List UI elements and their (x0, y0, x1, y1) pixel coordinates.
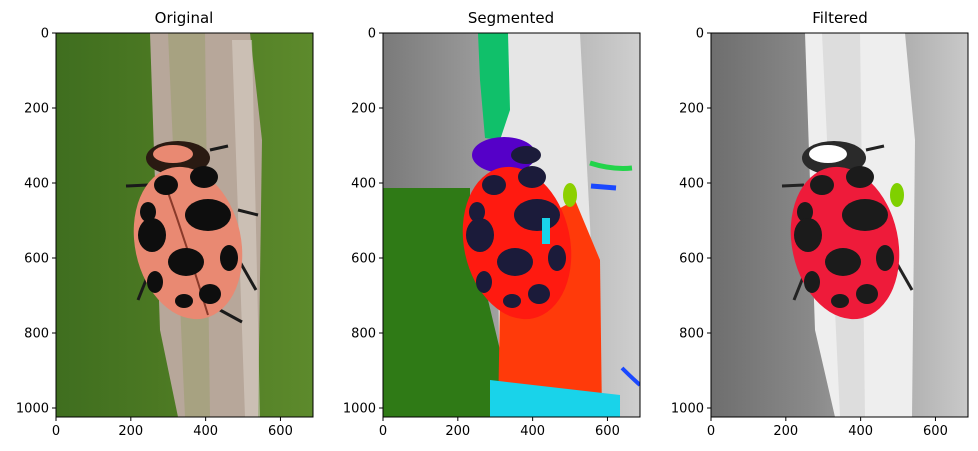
x-tick-label: 0 (707, 424, 715, 439)
y-tick-label: 1000 (16, 402, 49, 417)
panel-original: Original (55, 9, 314, 418)
original-image (56, 33, 313, 417)
y-tick-label: 800 (351, 327, 376, 342)
panel-title: Original (155, 9, 214, 27)
y-tick-label: 400 (351, 177, 376, 192)
y-tick-label: 0 (368, 27, 376, 42)
panel-segmented: Segmented (382, 9, 641, 418)
x-tick-label: 200 (773, 424, 798, 439)
y-tick-label: 0 (41, 27, 49, 42)
x-tick-label: 200 (445, 424, 470, 439)
y-tick-label: 800 (24, 327, 49, 342)
x-tick-label: 400 (520, 424, 545, 439)
x-tick-label: 200 (118, 424, 143, 439)
y-tick-label: 400 (24, 177, 49, 192)
x-tick-label: 600 (923, 424, 948, 439)
x-tick-label: 600 (268, 424, 293, 439)
x-tick-label: 400 (848, 424, 873, 439)
y-tick-label: 600 (24, 252, 49, 267)
y-tick-label: 800 (679, 327, 704, 342)
y-tick-label: 200 (351, 102, 376, 117)
x-tick-label: 0 (379, 424, 387, 439)
y-tick-label: 600 (679, 252, 704, 267)
y-tick-label: 1000 (671, 402, 704, 417)
x-tick-label: 400 (193, 424, 218, 439)
y-tick-label: 200 (24, 102, 49, 117)
x-tick-label: 600 (595, 424, 620, 439)
x-tick-label: 0 (52, 424, 60, 439)
y-tick-label: 400 (679, 177, 704, 192)
panel-title: Filtered (812, 9, 868, 27)
y-tick-label: 0 (696, 27, 704, 42)
filtered-image (711, 33, 968, 417)
y-tick-label: 600 (351, 252, 376, 267)
panel-title: Segmented (468, 9, 554, 27)
segmented-image (383, 33, 640, 417)
y-tick-label: 200 (679, 102, 704, 117)
panel-filtered: Filtered (710, 9, 969, 418)
y-tick-label: 1000 (343, 402, 376, 417)
